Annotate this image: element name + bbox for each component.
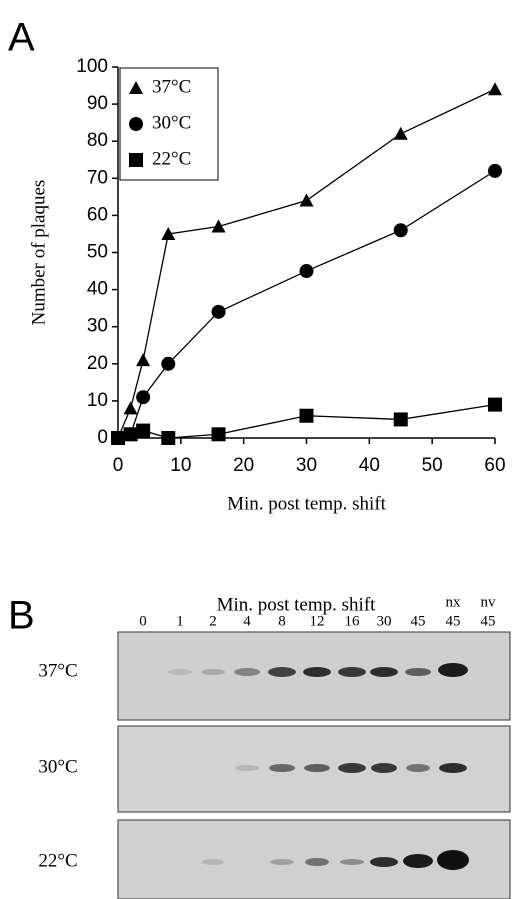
- x-tick-label: 40: [359, 455, 380, 476]
- marker: [393, 223, 408, 238]
- marker: [488, 163, 502, 178]
- marker: [488, 397, 502, 412]
- y-tick-label: 60: [87, 204, 108, 225]
- legend-marker: [129, 153, 143, 167]
- marker: [299, 264, 314, 279]
- x-tick-label: 10: [170, 455, 191, 476]
- marker: [161, 226, 176, 240]
- x-tick-label: 30: [296, 455, 317, 476]
- marker: [136, 390, 151, 405]
- series-line: [117, 88, 496, 439]
- marker: [211, 427, 226, 442]
- y-tick-label: 10: [87, 390, 108, 411]
- row-label: 22°C: [38, 850, 77, 871]
- marker: [111, 431, 125, 445]
- marker: [488, 82, 502, 96]
- row-label: 37°C: [38, 660, 77, 681]
- y-tick-label: 70: [87, 167, 108, 188]
- legend-marker: [129, 117, 143, 131]
- lane-label: 1: [176, 613, 184, 629]
- x-axis-title: Min. post temp. shift: [227, 493, 387, 514]
- panel-label: A: [8, 16, 35, 60]
- y-tick-label: 0: [97, 427, 108, 448]
- lane-label: 16: [345, 613, 361, 629]
- marker: [299, 408, 314, 423]
- marker: [393, 412, 408, 427]
- x-tick-label: 50: [422, 455, 443, 476]
- marker: [161, 431, 176, 445]
- lane-label: 8: [278, 613, 286, 629]
- y-tick-label: 90: [87, 93, 108, 114]
- blot-title: Min. post temp. shift: [217, 594, 377, 615]
- x-tick-label: 0: [113, 455, 124, 476]
- legend-label: 37°C: [152, 76, 191, 97]
- lane-label: 4: [243, 613, 251, 629]
- x-tick-label: 20: [233, 455, 254, 476]
- lane-label: 45: [446, 613, 461, 629]
- y-tick-label: 50: [87, 242, 108, 263]
- marker: [161, 356, 176, 371]
- lane-note: nx: [446, 594, 462, 610]
- lane-label: 45: [481, 613, 496, 629]
- marker: [136, 423, 151, 438]
- y-tick-label: 80: [87, 130, 108, 151]
- legend-label: 22°C: [152, 148, 191, 169]
- y-tick-label: 40: [87, 279, 108, 300]
- lane-note: nv: [481, 594, 497, 610]
- marker: [123, 401, 138, 415]
- marker: [136, 353, 151, 367]
- panel-label: B: [8, 594, 35, 638]
- marker: [393, 126, 408, 140]
- marker: [211, 304, 226, 319]
- y-tick-label: 100: [76, 56, 108, 77]
- lane-label: 45: [411, 613, 426, 629]
- lane-label: 2: [209, 613, 217, 629]
- lane-label: 12: [310, 613, 325, 629]
- x-tick-label: 60: [484, 455, 505, 476]
- lane-label: 0: [139, 613, 147, 629]
- y-tick-label: 30: [87, 316, 108, 337]
- legend-label: 30°C: [152, 112, 191, 133]
- series-line: [117, 170, 496, 439]
- lane-label: 30: [377, 613, 392, 629]
- legend-marker: [129, 81, 143, 94]
- marker: [123, 427, 138, 442]
- marker: [299, 193, 314, 207]
- y-axis-title: Number of plaques: [28, 180, 49, 326]
- row-label: 30°C: [38, 756, 77, 777]
- blot-image: [117, 631, 511, 899]
- y-tick-label: 20: [87, 353, 108, 374]
- marker: [211, 219, 226, 233]
